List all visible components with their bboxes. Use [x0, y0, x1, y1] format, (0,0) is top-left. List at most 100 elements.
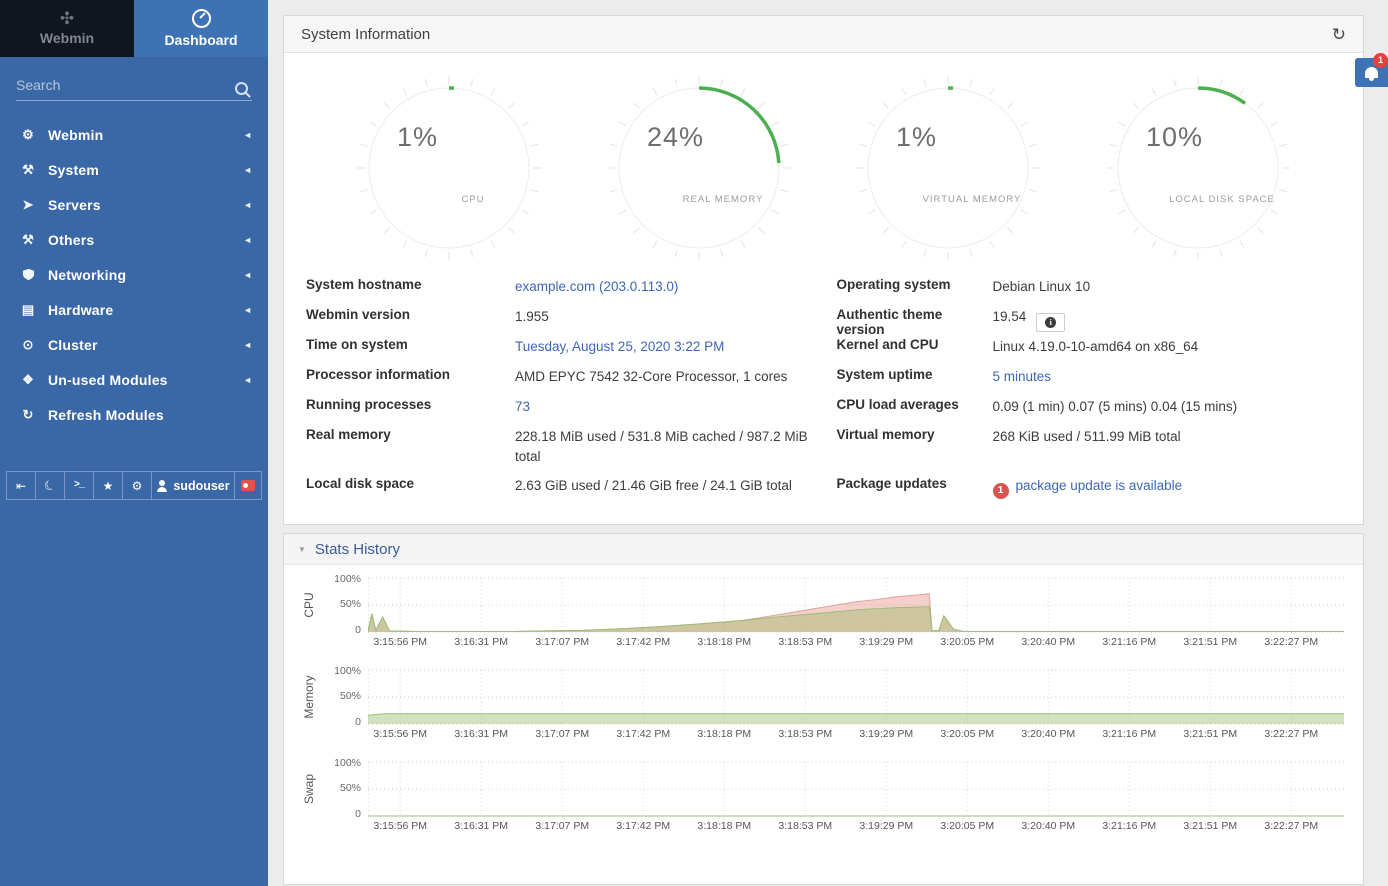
sidebar-item-refresh-modules[interactable]: ↻ Refresh Modules	[0, 397, 268, 432]
tab-dashboard-label: Dashboard	[164, 32, 238, 48]
tab-webmin[interactable]: ✣ Webmin	[0, 0, 134, 57]
chevron-left-icon: ◄	[243, 199, 252, 210]
sidebar-item-hardware[interactable]: ▤ Hardware ◄	[0, 292, 268, 327]
x-tick-label: 3:18:53 PM	[778, 636, 833, 648]
info-value-link[interactable]: 5 minutes	[992, 369, 1052, 384]
stats-history-header[interactable]: ▼ Stats History	[284, 534, 1363, 565]
info-column-right: Operating system Debian Linux 10 Authentic…	[837, 277, 1342, 506]
x-tick-label: 3:20:40 PM	[1021, 728, 1076, 740]
info-row-system-uptime: System uptime 5 minutes	[837, 367, 1342, 397]
shield-icon	[18, 268, 38, 281]
terminal-icon: >_	[73, 479, 85, 491]
terminal-button[interactable]: >_	[65, 472, 94, 499]
x-tick-label: 3:17:07 PM	[535, 636, 590, 648]
info-label: Local disk space	[306, 476, 415, 491]
x-tick-label: 3:17:07 PM	[535, 728, 590, 740]
theme-info-button[interactable]: i	[1036, 313, 1066, 333]
username-label: sudouser	[173, 478, 230, 493]
collapse-sidebar-button[interactable]: ⇤	[7, 472, 36, 499]
info-label: Time on system	[306, 337, 408, 352]
chevron-left-icon: ◄	[243, 164, 252, 175]
settings-button[interactable]: ⚙	[123, 472, 152, 499]
info-value-link[interactable]: example.com (203.0.113.0)	[515, 279, 679, 294]
info-value-link[interactable]: package update is available	[1015, 478, 1183, 493]
sidebar: ✣ Webmin Dashboard ⚙ Webmin ◄ ⚒ System ◄ ➤ Serv…	[0, 0, 268, 886]
info-row-running-processes: Running processes 73	[306, 397, 811, 427]
chart-y-ticks: 100% 50% 0	[334, 573, 361, 636]
settings-icon: ⚙	[131, 478, 143, 493]
chart-memory: Memory 100% 50% 0 3:15:56 PM 3:16:31 PM 3:17:0…	[300, 665, 1344, 749]
info-value: AMD EPYC 7542 32-Core Processor, 1 cores	[515, 369, 788, 384]
gauge-cpu: 1% CPU	[349, 75, 549, 261]
search-icon	[235, 82, 248, 95]
info-row-system-hostname: System hostname example.com (203.0.113.0)	[306, 277, 811, 307]
sidebar-item-un-used-modules[interactable]: ❖ Un-used Modules ◄	[0, 362, 268, 397]
gauges-row: 1% CPU 24% REAL MEMORY 1% VIRTUAL MEMORY 10% LO…	[284, 53, 1363, 261]
gauge-local-disk-space: 10% LOCAL DISK SPACE	[1098, 75, 1298, 261]
night-mode-button[interactable]: ☾	[36, 472, 65, 499]
sidebar-item-networking[interactable]: Networking ◄	[0, 257, 268, 292]
chart-y-ticks: 100% 50% 0	[334, 757, 361, 820]
info-value: Linux 4.19.0-10-amd64 on x86_64	[992, 339, 1199, 354]
x-tick-label: 3:16:31 PM	[454, 636, 509, 648]
page-title: System Information	[301, 25, 431, 43]
refresh-icon[interactable]: ↻	[1331, 24, 1346, 44]
info-row-local-disk-space: Local disk space 2.63 GiB used / 21.46 Gi…	[306, 476, 811, 506]
system-information-panel: System Information ↻ 1% CPU 24% REAL MEMORY…	[283, 15, 1364, 525]
svg-text:10%: 10%	[1146, 122, 1203, 152]
info-label: Operating system	[836, 277, 951, 292]
search-input[interactable]	[16, 73, 252, 101]
sidebar-item-label: Servers	[48, 196, 101, 213]
bell-icon	[1365, 67, 1378, 81]
svg-text:VIRTUAL MEMORY: VIRTUAL MEMORY	[923, 194, 1022, 205]
x-tick-label: 3:17:07 PM	[535, 820, 590, 832]
dashboard-gauge-icon	[191, 9, 211, 28]
info-value: 73	[515, 397, 530, 417]
x-tick-label: 3:16:31 PM	[454, 820, 509, 832]
collapse-triangle-icon: ▼	[298, 544, 306, 554]
chart-cpu: CPU 100% 50% 0 3:15:56 PM 3:16:31 PM 3:17:07 P…	[300, 573, 1344, 657]
x-tick-label: 3:18:18 PM	[697, 820, 752, 832]
sidebar-item-system[interactable]: ⚒ System ◄	[0, 152, 268, 187]
user-icon	[156, 479, 168, 492]
chart-plot-area: 3:15:56 PM 3:16:31 PM 3:17:07 PM 3:17:42 PM…	[368, 577, 1344, 657]
info-value: Debian Linux 10	[992, 279, 1091, 294]
info-value-link[interactable]: 73	[515, 399, 531, 414]
user-menu-button[interactable]: sudouser	[152, 472, 235, 499]
gear-icon: ⚙	[22, 126, 34, 142]
sidebar-item-servers[interactable]: ➤ Servers ◄	[0, 187, 268, 222]
favorites-icon: ★	[102, 478, 114, 493]
info-column-left: System hostname example.com (203.0.113.0)…	[306, 277, 811, 506]
favorites-button[interactable]: ★	[94, 472, 123, 499]
collapse-sidebar-icon: ⇤	[15, 478, 27, 493]
modules-icon: ❖	[22, 371, 34, 387]
info-label: System hostname	[306, 277, 422, 292]
info-label: Authentic theme version	[836, 307, 943, 337]
info-row-real-memory: Real memory 228.18 MiB used / 531.8 MiB c…	[306, 427, 811, 476]
sidebar-item-label: Refresh Modules	[48, 406, 164, 423]
sidebar-tabs: ✣ Webmin Dashboard	[0, 0, 268, 57]
info-label: Package updates	[836, 476, 947, 491]
tab-dashboard[interactable]: Dashboard	[134, 0, 268, 57]
sidebar-item-label: Webmin	[48, 126, 104, 143]
info-row-processor-information: Processor information AMD EPYC 7542 32-Co…	[306, 367, 811, 397]
stats-history-title: Stats History	[314, 540, 400, 558]
x-tick-label: 3:21:51 PM	[1183, 820, 1238, 832]
info-value-link[interactable]: Tuesday, August 25, 2020 3:22 PM	[515, 339, 725, 354]
x-tick-label: 3:17:42 PM	[616, 728, 671, 740]
sidebar-item-label: Networking	[48, 266, 127, 283]
info-value: 2.63 GiB used / 21.46 GiB free / 24.1 Gi…	[515, 478, 792, 493]
x-tick-label: 3:21:16 PM	[1102, 820, 1157, 832]
sidebar-item-cluster[interactable]: ⊙ Cluster ◄	[0, 327, 268, 362]
notifications-button[interactable]: 1	[1355, 53, 1388, 87]
info-row-authentic-theme-version: Authentic theme version 19.54 i	[837, 307, 1342, 337]
x-tick-label: 3:15:56 PM	[373, 728, 428, 740]
sidebar-item-webmin[interactable]: ⚙ Webmin ◄	[0, 117, 268, 152]
logout-button[interactable]	[235, 472, 261, 499]
x-tick-label: 3:21:16 PM	[1102, 636, 1157, 648]
sidebar-item-others[interactable]: ⚒ Others ◄	[0, 222, 268, 257]
power-icon: ⊙	[22, 336, 34, 352]
x-tick-label: 3:17:42 PM	[616, 636, 671, 648]
gauge-virtual-memory: 1% VIRTUAL MEMORY	[848, 75, 1048, 261]
